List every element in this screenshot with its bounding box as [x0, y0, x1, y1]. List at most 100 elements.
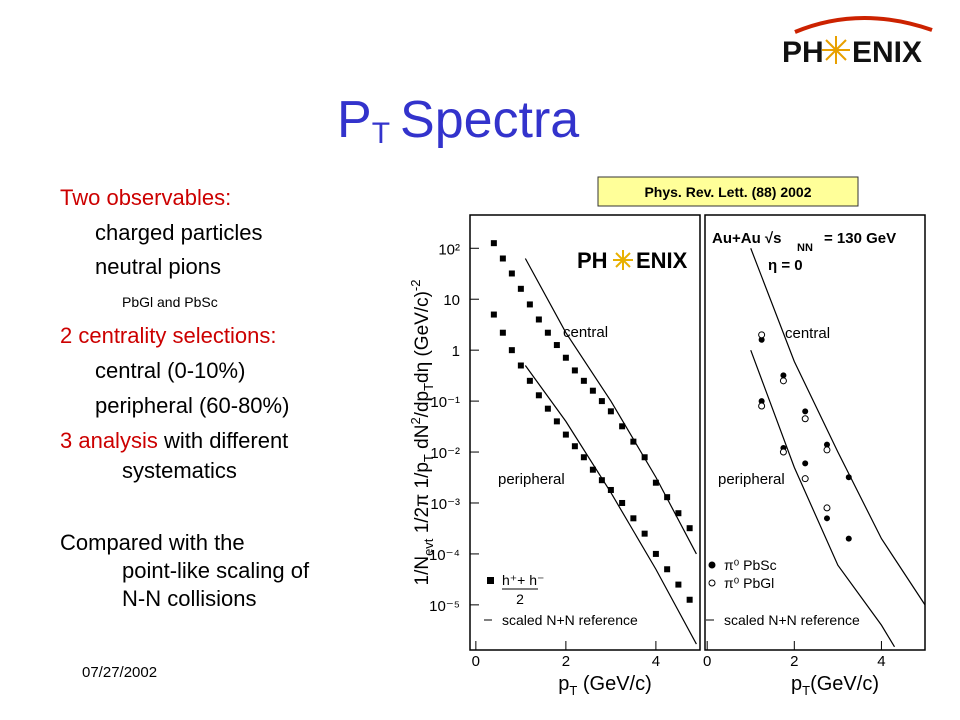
data-point [801, 475, 809, 483]
bullet: PbGl and PbSc [122, 294, 218, 310]
data-point [508, 270, 515, 277]
x-axis-label-part: p [791, 673, 802, 695]
annotation: central [785, 325, 830, 342]
y-axis-label-part: dη (GeV/c) [412, 291, 433, 383]
data-point [652, 550, 659, 557]
data-point [675, 510, 682, 517]
data-point [571, 443, 578, 450]
data-point [779, 448, 787, 456]
y-tick-label: 10⁻⁵ [429, 598, 460, 615]
date: 07/27/2002 [82, 664, 157, 681]
bullet: 3 analysis with different [60, 428, 288, 453]
bullet-part: peripheral (60-80%) [95, 393, 289, 418]
bullet-list: Two observables: charged particles neutral… [60, 185, 310, 611]
y-tick-label: 1 [452, 343, 460, 360]
citation-box [597, 176, 859, 207]
data-point [802, 408, 809, 415]
bullet-part: 2 centrality selections: [60, 323, 276, 348]
data-point [758, 336, 765, 343]
plot-frame [469, 214, 701, 651]
bullet: Compared with the [60, 530, 245, 555]
logo-right: ENIX [852, 36, 922, 69]
y-axis-label-part: evt [421, 538, 436, 556]
legend-label: scaled N+N reference [724, 612, 860, 628]
x-tick-label: 4 [877, 653, 885, 670]
bullet-part: point-like scaling of [122, 558, 310, 583]
data-point [517, 362, 524, 369]
data-point [499, 255, 506, 262]
bullet-part: neutral pions [95, 254, 221, 279]
plot-frame [704, 214, 926, 651]
y-tick-label: 10⁻¹ [430, 394, 460, 411]
bullet: Two observables: [60, 185, 231, 210]
data-point [598, 477, 605, 484]
data-point [553, 418, 560, 425]
legend-swatch [487, 577, 494, 584]
data-point [823, 504, 831, 512]
annotation: peripheral [718, 471, 785, 488]
star-ray [615, 252, 631, 268]
data-point [544, 405, 551, 412]
data-point [664, 566, 671, 573]
data-point [553, 342, 560, 349]
data-point [779, 377, 787, 385]
y-tick-label: 10² [438, 241, 460, 258]
bullet: central (0-10%) [95, 358, 245, 383]
data-point [758, 402, 766, 410]
y-axis-label-part: 2 [408, 417, 423, 424]
x-axis-label-part: T [569, 683, 577, 698]
y-axis-label: 1/Nevt 1/2π 1/pT dN2/dpTdη (GeV/c)-2 [408, 280, 436, 586]
data-point [607, 486, 614, 493]
data-point [758, 331, 766, 339]
data-point [652, 479, 659, 486]
data-point [544, 329, 551, 336]
data-point [823, 441, 830, 448]
bullet: neutral pions [95, 254, 221, 279]
data-point [780, 372, 787, 379]
data-point [675, 581, 682, 588]
data-point [619, 423, 626, 430]
data-point [490, 311, 497, 318]
data-point [499, 329, 506, 336]
legend-label: π⁰ PbSc [724, 557, 777, 573]
data-point [508, 347, 515, 354]
data-point [580, 454, 587, 461]
plot-logo: ENIX [636, 248, 688, 273]
x-tick-label: 2 [562, 653, 570, 670]
annotation: central [563, 324, 608, 341]
data-point [562, 431, 569, 438]
bullet-part: 3 analysis [60, 428, 158, 453]
legend-label: scaled N+N reference [502, 612, 638, 628]
logo-arc [794, 16, 933, 34]
x-tick-label: 2 [790, 653, 798, 670]
data-point [686, 525, 693, 532]
legend-denominator: 2 [516, 591, 524, 607]
bullet-part: systematics [122, 458, 237, 483]
data-point [802, 460, 809, 467]
y-tick-label: 10⁻⁴ [429, 547, 460, 564]
bullet-part: central (0-10%) [95, 358, 245, 383]
legend-swatch [708, 561, 716, 569]
annotation: peripheral [498, 471, 565, 488]
legend-label: h⁺+ h⁻ [502, 572, 544, 588]
bullet: systematics [122, 458, 237, 483]
x-axis-label: pT (GeV/c) [558, 673, 652, 698]
logo-left: PH [782, 36, 824, 69]
x-axis-label: pT(GeV/c) [791, 673, 879, 698]
citation: Phys. Rev. Lett. (88) 2002 [644, 184, 811, 200]
bullet-part: charged particles [95, 220, 263, 245]
reference-curve [750, 349, 896, 648]
data-point [589, 466, 596, 473]
x-tick-label: 0 [703, 653, 711, 670]
y-axis-label-part: 1/2π 1/p [412, 462, 433, 539]
annotation: NN [797, 242, 813, 254]
bullet: N-N collisions [122, 586, 256, 611]
x-axis-label-part: (GeV/c) [577, 673, 651, 695]
bullet-part: N-N collisions [122, 586, 256, 611]
data-point [686, 596, 693, 603]
bullet: point-like scaling of [122, 558, 310, 583]
x-axis-label-part: p [558, 673, 569, 695]
data-point [823, 515, 830, 522]
legend-swatch [708, 579, 716, 587]
